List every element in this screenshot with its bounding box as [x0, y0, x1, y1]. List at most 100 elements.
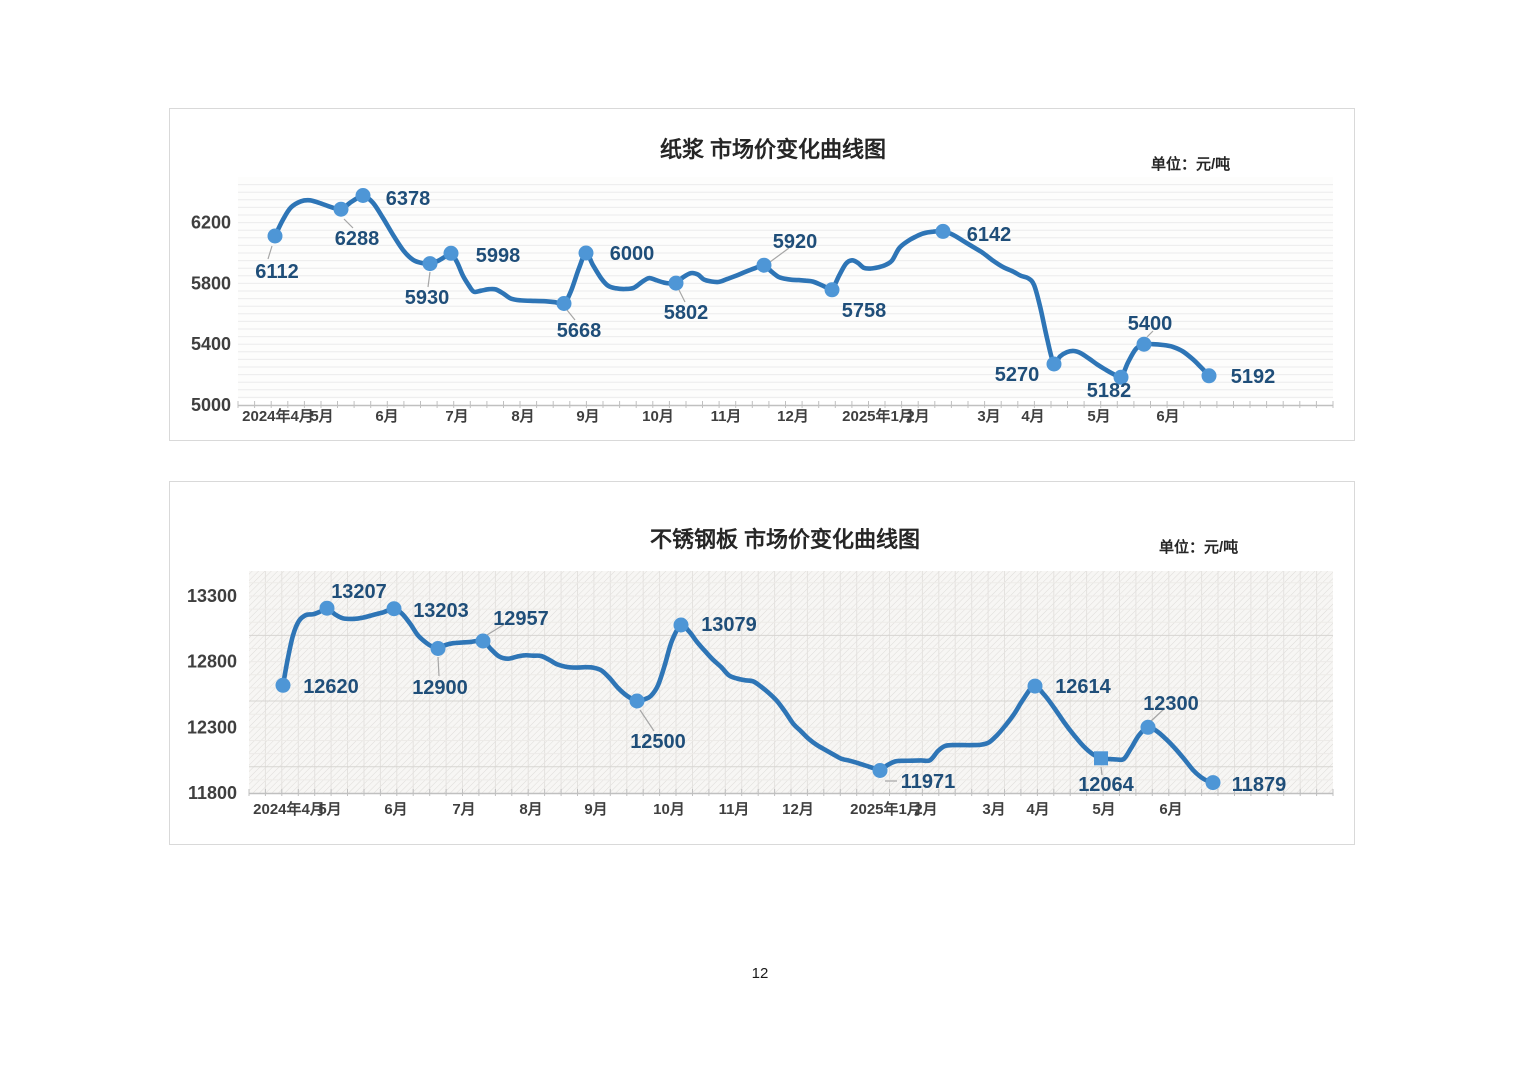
y-axis-label: 5800: [191, 273, 231, 293]
x-axis-label: 2月: [914, 801, 937, 818]
label-leader-line: [343, 218, 354, 229]
x-axis: [248, 789, 1334, 796]
data-point-label: 13207: [331, 581, 387, 603]
data-point-marker: [578, 245, 594, 261]
x-axis-label: 5月: [1087, 408, 1110, 425]
data-point-marker: [422, 256, 438, 272]
chart-title: 纸浆 市场价变化曲线图: [659, 137, 887, 162]
data-point-marker: [319, 600, 335, 616]
label-leader-line: [1100, 766, 1103, 776]
data-point-marker: [443, 245, 459, 261]
label-leader-line: [1150, 708, 1165, 722]
data-point-marker: [1046, 356, 1062, 372]
data-point-label: 5668: [557, 320, 602, 342]
data-point-marker: [556, 296, 572, 311]
data-point-marker: [824, 282, 840, 298]
data-point-marker: [475, 633, 491, 649]
y-axis-label: 5000: [191, 395, 231, 415]
x-axis-label: 11月: [719, 801, 750, 818]
y-axis-label: 12300: [187, 717, 237, 737]
x-axis-label: 10月: [642, 408, 674, 425]
x-axis-label: 2025年1月: [842, 407, 914, 425]
data-point-label: 5400: [1128, 313, 1173, 335]
data-point-label: 5998: [476, 245, 521, 267]
label-leader-line: [427, 271, 431, 288]
label-leader-line: [437, 656, 440, 677]
data-point-label: 12614: [1055, 676, 1111, 698]
page-number: 12: [751, 965, 769, 982]
data-point-marker: [1027, 678, 1043, 694]
x-axis-label: 4月: [1026, 801, 1049, 818]
x-axis-label: 8月: [519, 801, 542, 818]
x-axis-label: 12月: [777, 408, 809, 425]
data-point-label: 5920: [773, 231, 818, 253]
x-axis-label: 2025年1月: [850, 800, 922, 818]
data-point-marker: [1113, 369, 1129, 385]
data-point-marker: [756, 257, 772, 273]
gridlines: [238, 184, 1333, 398]
x-axis-label: 4月: [1021, 408, 1044, 425]
data-point-label: 5192: [1231, 366, 1276, 388]
data-point-label: 12064: [1078, 774, 1134, 796]
x-axis-label: 5月: [318, 801, 341, 818]
data-point-label: 5182: [1087, 380, 1132, 402]
y-axis-label: 12800: [187, 652, 237, 672]
data-point-label: 6000: [610, 243, 655, 265]
x-axis: [237, 401, 1334, 408]
x-axis-label: 8月: [511, 408, 534, 425]
data-point-marker: [275, 677, 291, 693]
data-point-marker: [1140, 719, 1156, 735]
x-axis-label: 5月: [1092, 801, 1115, 818]
label-leader-line: [486, 621, 509, 636]
x-axis-label: 6月: [375, 408, 398, 425]
data-point-label: 12620: [303, 676, 359, 698]
x-axis-label: 6月: [1156, 408, 1179, 425]
label-leader-line: [566, 309, 576, 321]
stainless-steel-price-chart-card: 13300 12800 12300 11800 2024年4月 5月 6月 7月 8月 9月 10月…: [169, 481, 1355, 845]
data-point-marker: [935, 223, 951, 239]
data-point-label: 12300: [1143, 693, 1199, 715]
y-axis-label: 13300: [187, 586, 237, 606]
pulp-price-chart-card: 6200 5800 5400 5000 2024年4月 5月 6月 7月 8月 9月 10月 11月 1…: [169, 108, 1355, 441]
data-point-label: 6112: [255, 261, 298, 283]
data-point-label: 12500: [630, 731, 686, 753]
data-point-marker: [673, 617, 689, 633]
data-point-label: 11971: [901, 771, 956, 793]
unit-label: 单位：元/吨: [1159, 539, 1239, 556]
data-point-label: 5802: [664, 302, 709, 324]
data-point-label: 5270: [995, 364, 1040, 386]
data-point-label: 5758: [842, 300, 887, 322]
x-axis-label: 5月: [310, 408, 333, 425]
data-point-label: 12957: [493, 608, 549, 630]
x-axis-label: 3月: [982, 801, 1005, 818]
x-axis-label: 10月: [653, 801, 685, 818]
x-axis-label: 9月: [584, 801, 607, 818]
data-point-marker: [629, 693, 645, 709]
plot-area: [238, 177, 1333, 399]
x-axis-label: 7月: [445, 408, 468, 425]
x-axis-label: 6月: [384, 801, 407, 818]
label-leader-line: [1146, 330, 1154, 338]
data-point-marker: [872, 763, 888, 778]
data-point-marker: [355, 188, 371, 203]
data-point-label: 6288: [335, 228, 380, 250]
label-leader-line: [267, 245, 273, 260]
y-axis-label: 11800: [188, 783, 237, 803]
data-point-label: 12900: [412, 677, 468, 699]
data-point-label: 6378: [386, 188, 431, 210]
label-leader-line: [639, 709, 655, 732]
data-point-marker: [1205, 775, 1221, 791]
x-axis-label: 11月: [711, 408, 742, 425]
x-axis-label: 2024年4月: [242, 407, 314, 425]
data-point-label: 6142: [967, 224, 1012, 246]
y-axis-label: 6200: [191, 213, 231, 233]
label-leader-line: [769, 247, 790, 263]
x-axis-label: 6月: [1159, 801, 1182, 818]
data-point-marker: [430, 641, 446, 656]
y-axis-label: 5400: [191, 334, 231, 354]
data-point-marker: [1201, 368, 1217, 384]
data-point-label: 13079: [701, 614, 757, 636]
x-axis-label: 9月: [576, 408, 599, 425]
